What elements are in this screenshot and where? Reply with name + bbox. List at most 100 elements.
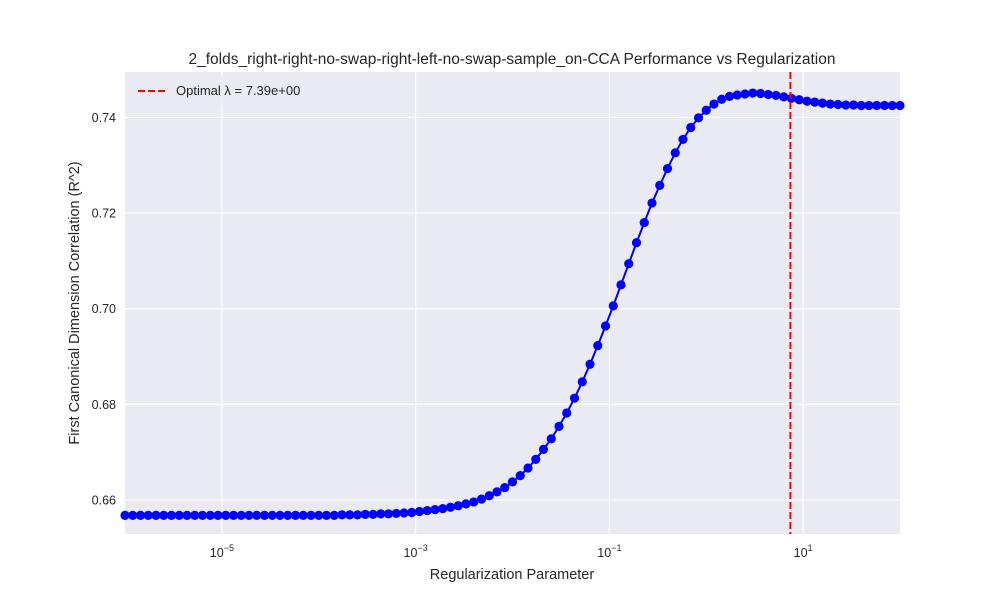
data-point: [748, 88, 758, 98]
data-point: [608, 301, 618, 311]
data-point: [174, 510, 184, 520]
data-point: [252, 510, 262, 520]
data-point: [655, 180, 665, 190]
data-point: [438, 504, 448, 514]
data-point: [515, 471, 525, 481]
data-point: [236, 510, 246, 520]
y-tick-label: 0.70: [92, 302, 116, 316]
y-tick-label: 0.66: [92, 494, 116, 508]
x-tick-base: 10: [210, 546, 224, 560]
data-point: [864, 100, 874, 111]
x-tick-base: 10: [404, 546, 418, 560]
data-point: [430, 505, 440, 515]
data-point: [717, 94, 727, 104]
y-axis-label: First Canonical Dimension Correlation (R…: [67, 161, 83, 444]
data-point: [190, 510, 200, 520]
data-point: [213, 510, 223, 520]
data-point: [624, 259, 634, 269]
x-tick-label: 101: [794, 543, 813, 560]
data-point: [352, 510, 363, 520]
data-point: [182, 510, 192, 520]
data-point: [221, 510, 231, 520]
data-point: [244, 510, 254, 520]
data-point: [895, 100, 905, 111]
data-point: [724, 91, 735, 101]
data-point: [833, 99, 843, 110]
data-point: [779, 92, 789, 102]
data-point: [662, 164, 673, 174]
data-point: [376, 509, 386, 519]
data-point: [786, 93, 797, 103]
series-layer: [120, 88, 905, 520]
data-point: [422, 505, 432, 516]
data-point: [159, 510, 169, 520]
data-point: [771, 90, 781, 101]
data-point: [205, 510, 215, 520]
data-point: [368, 509, 378, 519]
data-point: [507, 477, 518, 487]
data-point: [135, 510, 146, 520]
legend-label-optimal: Optimal λ = 7.39e+00: [176, 83, 300, 98]
data-point: [538, 444, 549, 454]
data-point: [577, 377, 587, 387]
data-point: [500, 483, 510, 493]
data-point: [337, 510, 347, 520]
legend-box: [130, 77, 320, 105]
data-point: [469, 497, 479, 507]
data-point: [360, 509, 370, 519]
data-point: [275, 510, 285, 520]
data-point: [678, 134, 688, 145]
data-point: [802, 96, 812, 106]
x-tick-base: 10: [794, 546, 808, 560]
data-point: [407, 507, 417, 518]
data-point: [391, 508, 401, 519]
data-point: [492, 487, 502, 497]
data-point: [476, 494, 487, 504]
data-point: [314, 510, 324, 520]
x-tick-label: 10−5: [210, 543, 234, 560]
data-point: [600, 321, 611, 331]
data-point: [283, 510, 293, 520]
data-point: [593, 340, 603, 351]
data-point: [259, 510, 270, 520]
data-point: [399, 508, 409, 518]
data-point: [647, 198, 657, 208]
data-point: [740, 89, 750, 99]
x-tick-label: 10−1: [597, 543, 621, 560]
data-point: [848, 100, 859, 110]
plot-area: [125, 72, 900, 534]
data-point: [267, 510, 277, 520]
chart-title: 2_folds_right-right-no-swap-right-left-n…: [189, 51, 836, 68]
data-point: [321, 510, 332, 520]
data-point: [569, 393, 580, 403]
y-tick-label: 0.72: [92, 207, 116, 221]
x-tick-exponent: −3: [417, 543, 427, 553]
grid-layer: [125, 72, 900, 534]
x-tick-exponent: −5: [224, 543, 234, 553]
data-point: [841, 100, 851, 110]
data-point: [817, 98, 828, 108]
data-point: [585, 359, 595, 369]
data-point: [755, 88, 766, 99]
data-point: [166, 510, 177, 520]
data-point: [631, 238, 642, 248]
data-point: [554, 421, 564, 431]
data-point: [670, 148, 680, 158]
data-point: [732, 90, 742, 100]
data-point: [383, 509, 394, 519]
data-point: [879, 100, 890, 111]
data-point: [639, 218, 649, 228]
x-tick-label: 10−3: [404, 543, 428, 560]
data-point: [709, 99, 719, 109]
data-point: [523, 463, 533, 473]
data-point: [120, 510, 130, 520]
data-point: [414, 506, 425, 517]
data-point: [872, 100, 882, 111]
data-point: [306, 510, 316, 520]
x-tick-exponent: −1: [611, 543, 621, 553]
data-point: [887, 100, 897, 111]
data-point: [562, 408, 572, 418]
data-point: [701, 105, 711, 115]
data-point: [228, 510, 239, 520]
